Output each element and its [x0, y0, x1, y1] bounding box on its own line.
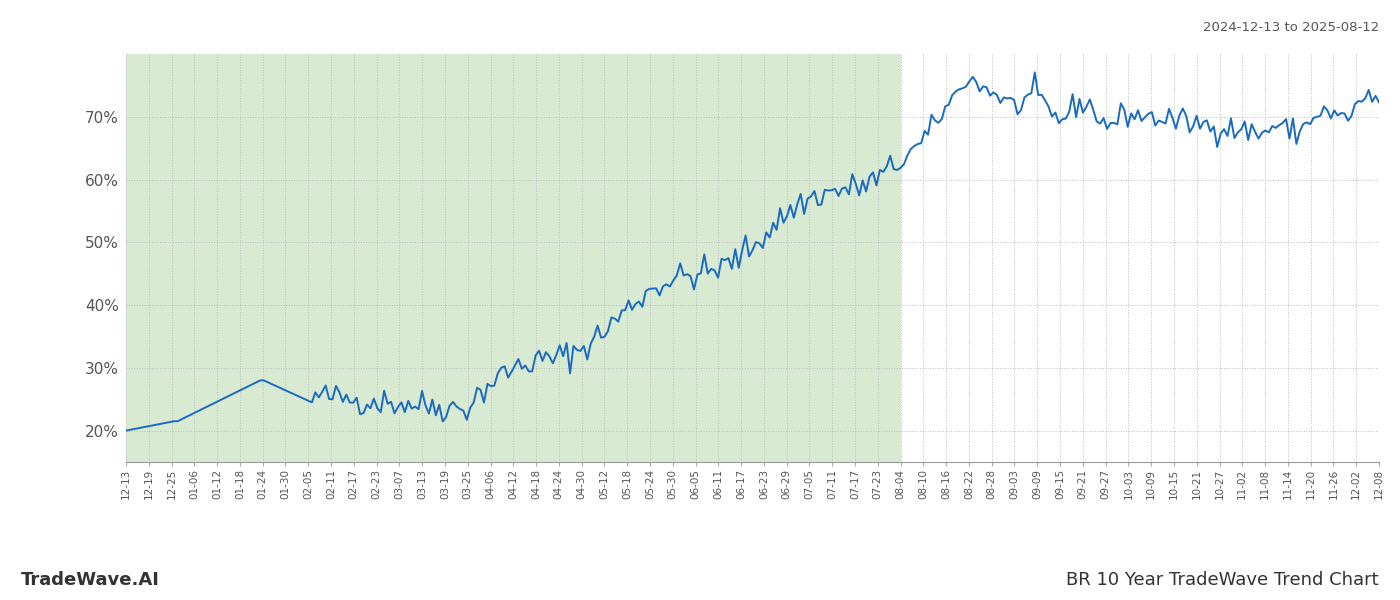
- Text: TradeWave.AI: TradeWave.AI: [21, 571, 160, 589]
- Text: BR 10 Year TradeWave Trend Chart: BR 10 Year TradeWave Trend Chart: [1067, 571, 1379, 589]
- Bar: [126, 54, 900, 462]
- Text: 2024-12-13 to 2025-08-12: 2024-12-13 to 2025-08-12: [1203, 21, 1379, 34]
